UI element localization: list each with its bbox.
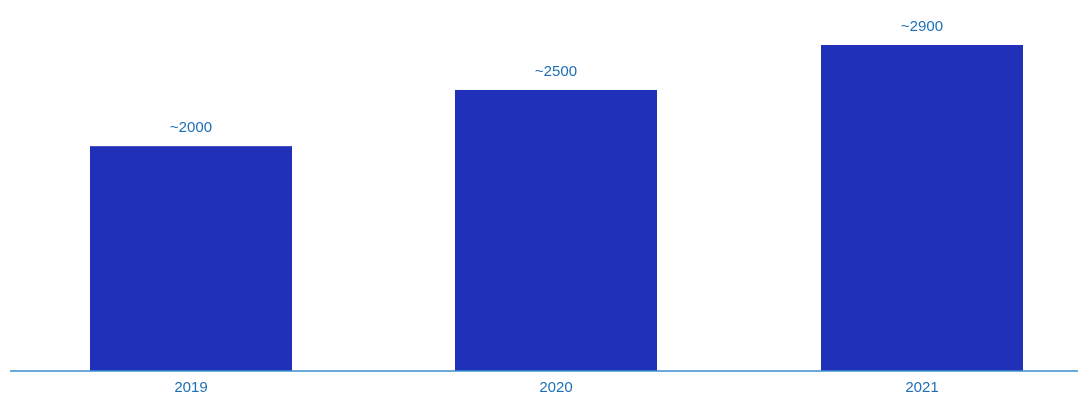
data-label-2019: ~2000 bbox=[170, 119, 212, 136]
x-tick-label-2019: 2019 bbox=[174, 379, 207, 396]
x-tick-label-2020: 2020 bbox=[539, 379, 572, 396]
x-tick-label-2021: 2021 bbox=[905, 379, 938, 396]
bar-2021 bbox=[821, 45, 1023, 371]
data-labels-group: ~2000 ~2500 ~2900 bbox=[170, 18, 943, 136]
data-label-2020: ~2500 bbox=[535, 63, 577, 80]
bar-2020 bbox=[455, 89, 657, 371]
bar-2019 bbox=[90, 146, 292, 371]
data-label-2021: ~2900 bbox=[901, 18, 943, 35]
bars-group bbox=[90, 45, 1023, 371]
x-tick-labels-group: 2019 2020 2021 bbox=[174, 379, 938, 396]
